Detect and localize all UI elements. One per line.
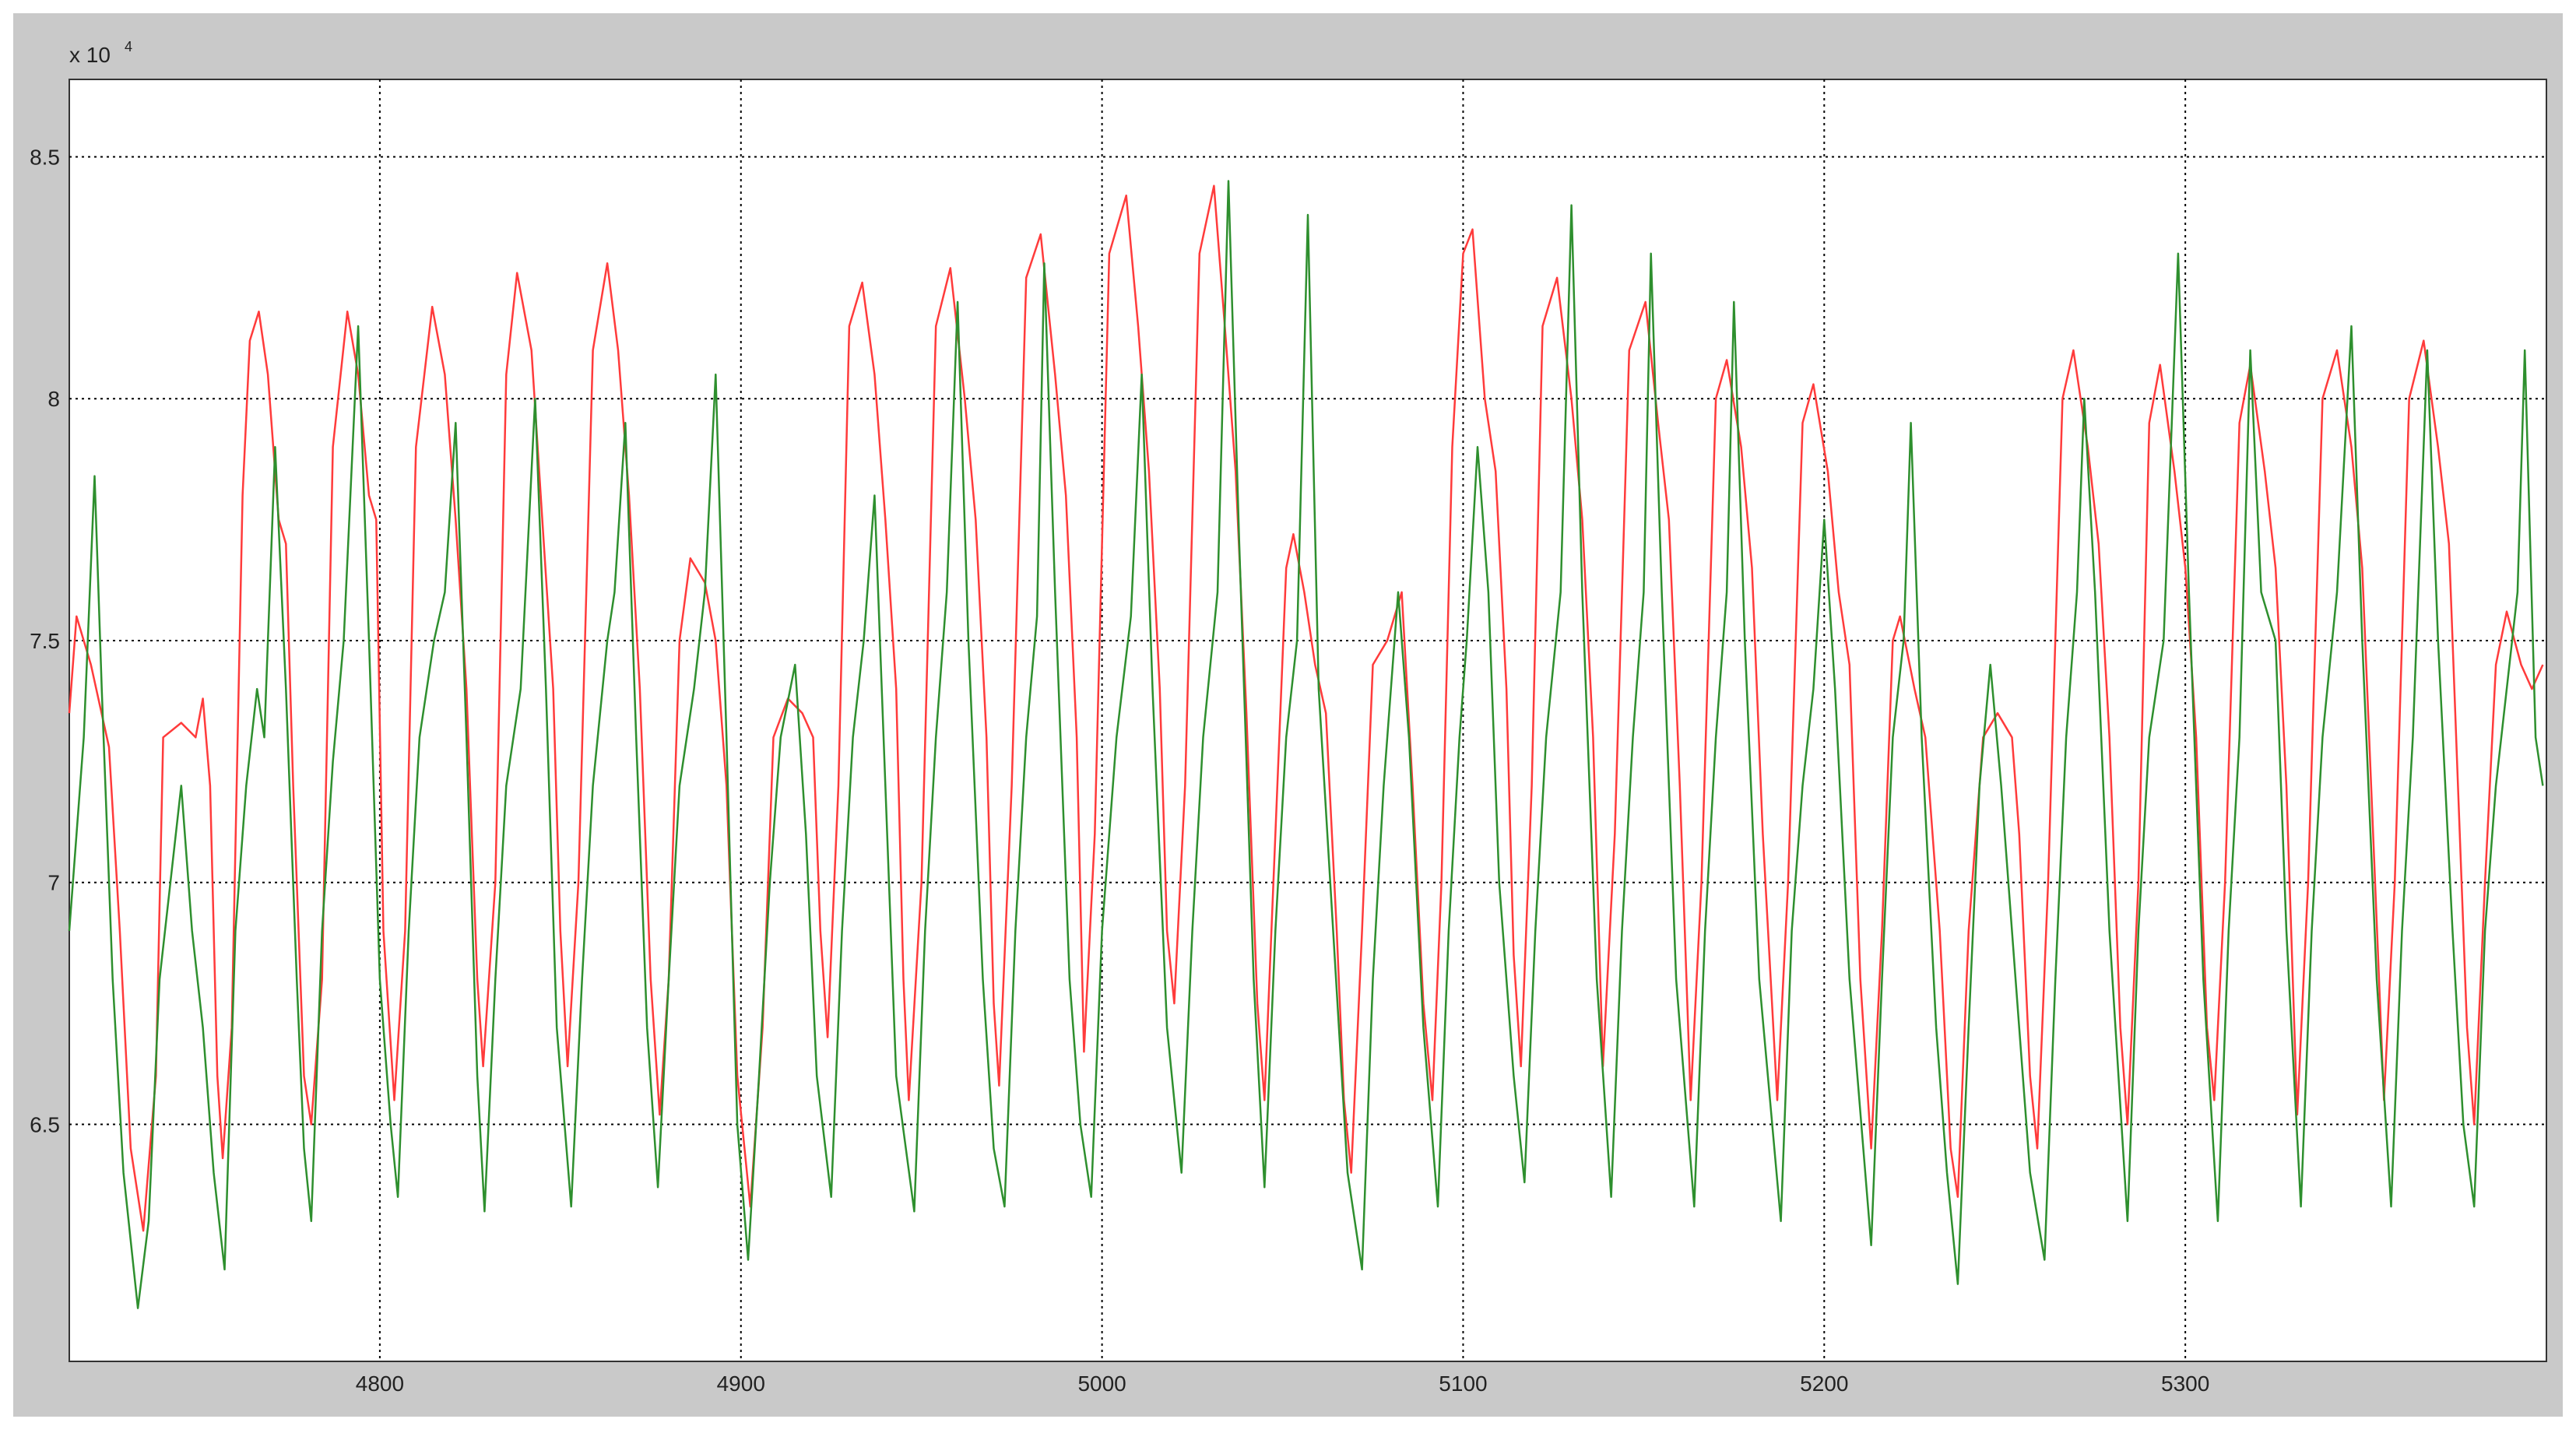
x-tick-label: 4800 [356,1372,404,1396]
x-tick-label: 5200 [1800,1372,1848,1396]
x-tick-label: 5000 [1077,1372,1126,1396]
y-multiplier: x 10 [69,43,111,67]
y-tick-label: 6.5 [30,1112,60,1136]
x-tick-label: 5100 [1439,1372,1487,1396]
x-tick-label: 5300 [2161,1372,2209,1396]
data-line [68,184,2544,1232]
x-tick-label: 4900 [717,1372,765,1396]
y-tick-label: 7 [47,871,60,895]
y-tick-label: 7.5 [30,629,60,653]
plot-area [69,79,2547,1362]
y-tick-label: 8 [47,387,60,411]
data-line [68,180,2544,1309]
y-tick-label: 8.5 [30,145,60,169]
y-multiplier-exponent: 4 [125,39,132,54]
